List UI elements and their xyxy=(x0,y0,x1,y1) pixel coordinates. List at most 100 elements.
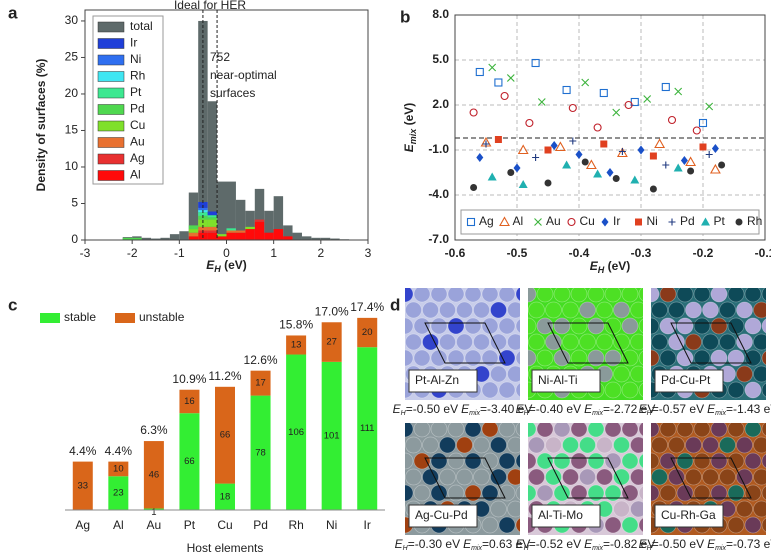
point xyxy=(494,136,502,143)
atom xyxy=(613,333,630,351)
atom xyxy=(604,484,622,502)
annotation: Ideal for HER xyxy=(174,0,246,12)
atom xyxy=(761,485,766,501)
sym-sub: H xyxy=(524,545,530,552)
x-tick-label: Al xyxy=(113,518,124,532)
legend-label: Rh xyxy=(130,69,145,83)
atom xyxy=(710,317,728,335)
hist-bar xyxy=(264,210,274,240)
atom xyxy=(405,423,414,438)
atom xyxy=(413,484,431,502)
atom xyxy=(668,333,685,351)
atom xyxy=(553,484,571,502)
point xyxy=(470,184,478,191)
hist-bar xyxy=(141,237,152,240)
atom xyxy=(621,423,639,438)
atom xyxy=(736,468,753,486)
atom xyxy=(710,349,728,367)
emix-value: =0.63 eV xyxy=(482,537,530,551)
atom xyxy=(630,468,643,486)
atom xyxy=(638,453,643,469)
atom xyxy=(498,349,516,367)
atom xyxy=(710,452,728,470)
atom xyxy=(685,301,702,319)
hist-bar xyxy=(207,219,218,227)
y-tick-label: 5 xyxy=(71,196,78,210)
legend-box xyxy=(460,209,760,235)
atom xyxy=(545,436,562,454)
hist-bar xyxy=(273,229,284,240)
tile-label-bg xyxy=(654,504,724,528)
atom xyxy=(562,468,579,486)
point xyxy=(507,169,515,176)
bar-segment xyxy=(108,461,129,477)
point xyxy=(654,138,666,149)
x-tick-label: 1 xyxy=(270,246,277,260)
point xyxy=(581,158,589,166)
legend-label: Au xyxy=(546,214,561,228)
point xyxy=(593,123,602,132)
atom xyxy=(668,436,685,454)
point xyxy=(667,115,677,125)
sym-sub: mix xyxy=(471,545,482,552)
atom xyxy=(630,365,643,383)
sym-sub: H xyxy=(647,410,653,417)
x-tick-label: -0.5 xyxy=(507,246,528,260)
atom xyxy=(638,485,643,501)
atom xyxy=(430,452,448,470)
atom xyxy=(630,333,643,351)
atom xyxy=(638,318,643,334)
bar-top-label: 15.8% xyxy=(279,318,313,332)
atom xyxy=(719,468,736,486)
atom xyxy=(405,349,414,367)
atom xyxy=(507,333,520,351)
atom xyxy=(685,436,702,454)
hist-bar xyxy=(188,192,199,240)
point xyxy=(513,163,521,173)
atom xyxy=(659,288,677,303)
point xyxy=(649,185,657,193)
point xyxy=(618,148,626,155)
sym-sub: mix xyxy=(469,410,480,417)
atom xyxy=(727,349,745,367)
legend-label: Cu xyxy=(580,214,595,228)
atom xyxy=(651,436,668,454)
atom xyxy=(651,301,668,319)
atom xyxy=(422,436,439,454)
atom xyxy=(676,484,694,502)
atom xyxy=(439,468,456,486)
y-tick-label: -4.0 xyxy=(428,187,449,201)
atom xyxy=(473,468,490,486)
atom xyxy=(651,423,660,438)
atom xyxy=(515,288,520,302)
atom xyxy=(630,301,643,319)
unit-cell xyxy=(670,457,752,499)
point xyxy=(601,217,609,227)
point xyxy=(612,175,620,182)
point xyxy=(534,218,542,226)
x-axis-label: EH (eV) xyxy=(206,258,247,274)
hist-bar xyxy=(330,238,340,240)
atom xyxy=(481,317,499,335)
x-tick-label: -2 xyxy=(127,246,138,260)
atom xyxy=(570,484,588,502)
surface-tile: Pd-Cu-Pt xyxy=(651,288,766,400)
atom xyxy=(570,317,588,335)
bar-segment xyxy=(286,354,307,510)
atom xyxy=(659,423,677,438)
legend-label: Rh xyxy=(747,214,762,228)
atom xyxy=(507,365,520,383)
legend-label: Pt xyxy=(130,85,142,99)
bar-segment xyxy=(143,441,164,509)
point xyxy=(531,58,540,68)
atom xyxy=(587,423,605,438)
atom xyxy=(651,468,668,486)
atom xyxy=(761,350,766,366)
atom xyxy=(621,452,639,470)
atom xyxy=(528,333,545,351)
point xyxy=(612,108,621,117)
label-rest: (eV) xyxy=(221,258,247,272)
x-tick-label: Ir xyxy=(364,518,371,532)
point xyxy=(476,153,484,162)
atom xyxy=(413,452,431,470)
